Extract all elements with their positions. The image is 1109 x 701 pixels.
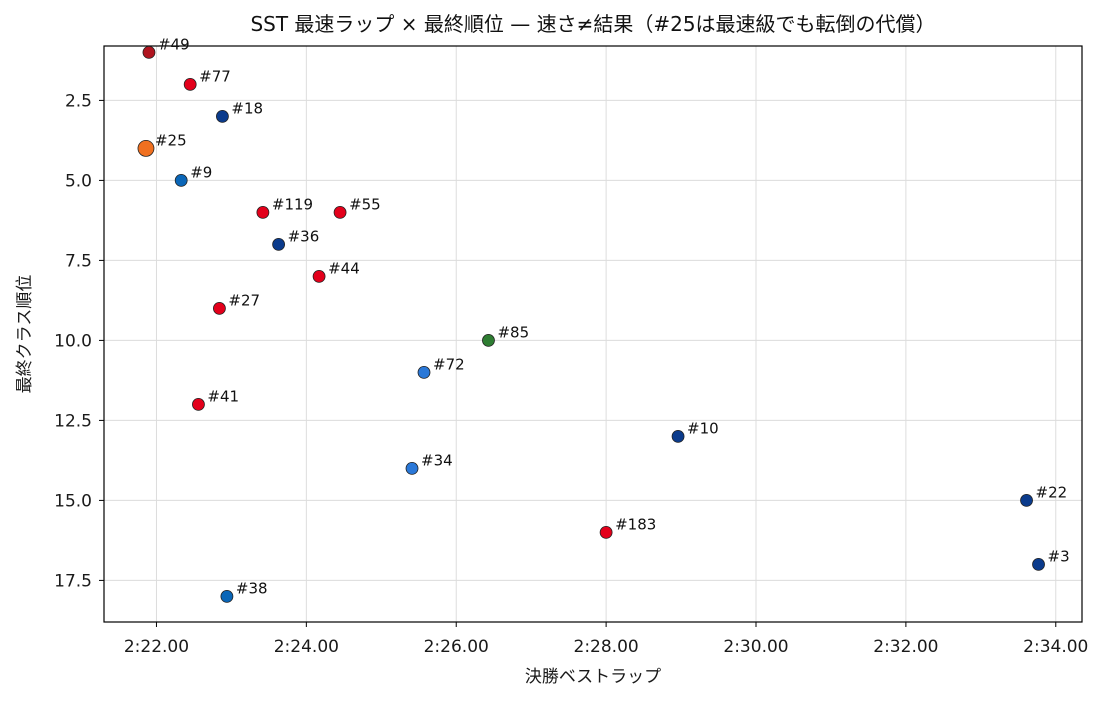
point-label: #49 <box>158 35 190 53</box>
y-tick-label: 5.0 <box>65 171 92 191</box>
y-tick-label: 2.5 <box>65 91 92 111</box>
data-point <box>183 78 197 91</box>
y-tick-label: 12.5 <box>54 411 92 431</box>
point-label: #119 <box>272 195 313 213</box>
point-label: #55 <box>349 195 381 213</box>
point-labels: #49 #77#18 #25#9 #119 #55 #36 #44 #27 #85 #72 #41 #… <box>155 35 1070 597</box>
data-point <box>671 429 685 443</box>
data-point <box>220 590 234 603</box>
data-point <box>417 365 431 379</box>
point-label: #10 <box>687 419 719 437</box>
data-point <box>213 301 226 315</box>
data-point <box>333 205 347 219</box>
point-label: #44 <box>328 259 360 277</box>
data-point <box>142 46 156 59</box>
data-point <box>1032 558 1045 571</box>
y-tick-label: 17.5 <box>54 571 92 591</box>
data-point <box>312 269 326 283</box>
point-label: #38 <box>236 579 268 597</box>
data-point <box>482 333 495 347</box>
point-label: #25 <box>155 131 187 149</box>
point-label: #36 <box>288 227 320 245</box>
y-tick-label: 15.0 <box>54 491 92 511</box>
data-points <box>137 46 1045 603</box>
y-tick-label: 10.0 <box>54 331 92 351</box>
x-axis-label: 決勝ベストラップ <box>525 667 661 687</box>
x-tick-label: 2:28.00 <box>574 637 639 657</box>
point-label: #9 <box>190 163 212 181</box>
data-point <box>405 461 419 475</box>
point-label: #34 <box>421 451 453 469</box>
x-tick-label: 2:26.00 <box>424 637 489 657</box>
y-axis-label: 最終クラス順位 <box>15 275 35 394</box>
x-tick-label: 2:22.00 <box>124 637 189 657</box>
x-tick-label: 2:24.00 <box>274 637 339 657</box>
point-label: #22 <box>1036 483 1068 501</box>
x-tick-label: 2:32.00 <box>873 637 938 657</box>
data-point <box>137 139 155 157</box>
data-point <box>599 526 613 539</box>
point-label: #72 <box>433 355 465 373</box>
y-axis-ticks: 2.5 5.0 7.5 10.0 12.5 15.0 17.5 <box>54 91 104 591</box>
x-tick-label: 2:30.00 <box>723 637 788 657</box>
data-point <box>174 173 188 187</box>
data-point <box>216 110 229 123</box>
x-tick-label: 2:34.00 <box>1023 637 1088 657</box>
y-tick-label: 7.5 <box>65 251 92 271</box>
data-point <box>272 237 286 251</box>
plot-frame <box>103 45 1083 623</box>
chart-title: SST 最速ラップ × 最終順位 — 速さ≠結果（#25は最速級でも転倒の代償） <box>250 12 935 36</box>
point-label: #41 <box>207 387 239 405</box>
point-label: #77 <box>199 67 231 85</box>
x-axis-ticks: 2:22.00 2:24.00 2:26.00 2:28.00 2:30.00 2:32.… <box>124 622 1088 657</box>
grid-lines <box>104 46 1082 622</box>
data-point <box>256 205 270 219</box>
point-label: #85 <box>497 323 529 341</box>
point-label: #3 <box>1048 547 1070 565</box>
point-label: #27 <box>228 291 260 309</box>
data-point <box>1020 493 1033 507</box>
data-point <box>192 397 205 411</box>
point-label: #183 <box>615 515 656 533</box>
point-label: #18 <box>231 99 263 117</box>
